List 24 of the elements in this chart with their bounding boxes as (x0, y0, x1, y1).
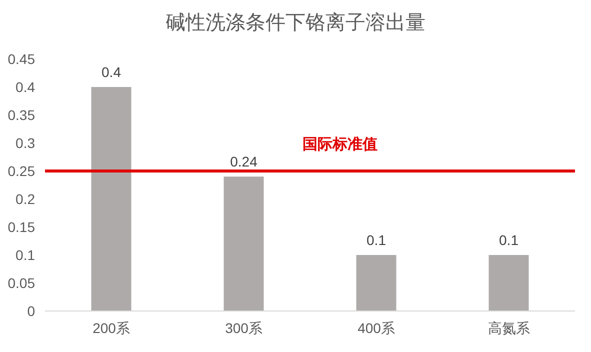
bar (488, 255, 529, 311)
chart-title: 碱性洗涤条件下铬离子溶出量 (166, 12, 426, 34)
y-tick-label: 0.05 (8, 275, 36, 291)
y-tick-label: 0.2 (16, 191, 36, 207)
y-tick-label: 0.35 (8, 107, 36, 123)
y-tick-label: 0.3 (16, 135, 36, 151)
y-tick-label: 0.45 (8, 51, 36, 67)
x-tick-label: 200系 (92, 320, 130, 336)
y-tick-label: 0.15 (8, 219, 36, 235)
y-tick-label: 0.25 (8, 163, 36, 179)
x-tick-label: 高氮系 (488, 320, 530, 336)
data-label: 0.4 (102, 64, 122, 80)
y-tick-label: 0.1 (16, 247, 36, 263)
x-tick-label: 300系 (225, 320, 262, 336)
x-tick-label: 400系 (358, 320, 395, 336)
data-label: 0.1 (499, 232, 519, 248)
bar (224, 176, 264, 311)
y-tick-label: 0.4 (16, 79, 36, 95)
y-tick-label: 0 (27, 303, 36, 319)
bar (91, 87, 132, 311)
ref-line-label: 国际标准值 (302, 136, 378, 153)
data-label: 0.24 (230, 154, 258, 170)
bar (356, 255, 396, 311)
data-label: 0.1 (366, 232, 386, 248)
